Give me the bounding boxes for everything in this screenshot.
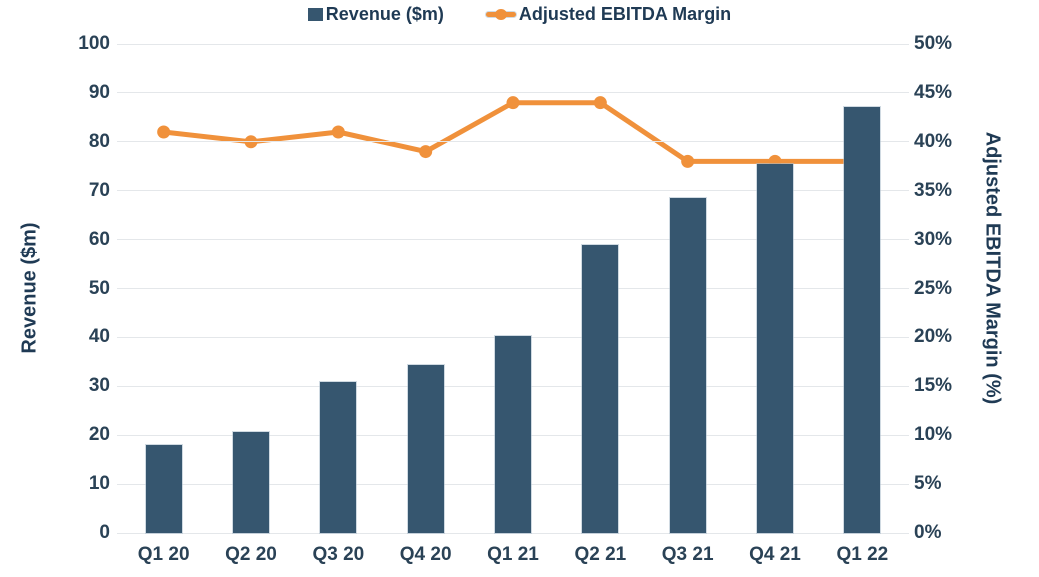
right-axis-tick: 50% <box>914 33 953 54</box>
x-axis-tick: Q4 20 <box>399 544 452 565</box>
x-axis-ticks: Q1 20 Q2 20 Q3 20 Q4 20 Q1 21 Q2 21 Q3 21 Q4 21… <box>120 544 906 570</box>
legend: Revenue ($m) Adjusted EBITDA Margin <box>0 4 1039 25</box>
x-axis-tick: Q1 20 <box>137 544 190 565</box>
revenue-bar <box>495 336 531 533</box>
x-axis-tick: Q1 22 <box>836 544 889 565</box>
grid-line <box>117 288 909 289</box>
legend-label-ebitda-margin: Adjusted EBITDA Margin <box>518 4 732 24</box>
right-axis-tick: 15% <box>914 375 953 397</box>
left-axis-tick: 50 <box>88 277 110 299</box>
revenue-bar <box>145 445 182 533</box>
x-axis-tick: Q4 21 <box>749 544 801 565</box>
plot-area <box>117 43 909 534</box>
right-axis-tick: 10% <box>914 424 953 446</box>
left-axis-tick: 0 <box>99 522 110 543</box>
right-axis-ticks: 0% 5% 10% 15% 20% 25% 30% 35% 40% 45% 50% <box>914 33 1034 543</box>
left-axis-tick: 30 <box>88 375 110 397</box>
left-axis-tick: 100 <box>78 33 110 54</box>
left-axis-tick: 90 <box>88 81 110 103</box>
revenue-bar <box>320 382 357 533</box>
ebitda-line-marker-icon <box>485 8 516 21</box>
grid-line <box>117 239 909 241</box>
x-axis-tick: Q3 21 <box>661 544 714 565</box>
revenue-bar <box>407 364 444 533</box>
x-axis-tick: Q3 20 <box>312 544 365 565</box>
right-axis-tick: 45% <box>914 81 953 103</box>
legend-label-revenue: Revenue ($m) <box>325 4 444 24</box>
left-axis-tick: 10 <box>88 473 110 495</box>
grid-line <box>117 92 909 94</box>
ebitda-margin-point <box>331 125 345 139</box>
legend-item-revenue: Revenue ($m) <box>307 4 444 25</box>
ebitda-margin-point <box>681 154 695 168</box>
grid-line <box>117 190 909 192</box>
right-axis-tick: 25% <box>914 277 953 299</box>
left-axis-tick: 80 <box>88 130 110 152</box>
x-axis-tick: Q2 21 <box>574 544 627 565</box>
revenue-bar <box>844 106 881 533</box>
left-axis-tick: 60 <box>88 228 110 250</box>
right-axis-tick: 30% <box>914 228 953 250</box>
revenue-bar <box>582 245 619 533</box>
grid-line <box>117 532 909 534</box>
right-axis-tick: 40% <box>914 130 953 152</box>
ebitda-margin-point <box>157 125 171 139</box>
ebitda-margin-point <box>593 96 607 110</box>
revenue-swatch-icon <box>307 8 323 21</box>
right-axis-tick: 20% <box>914 326 953 348</box>
grid-line <box>117 141 909 143</box>
grid-line <box>117 43 909 45</box>
ebitda-margin-point <box>419 145 433 159</box>
x-axis-tick: Q2 20 <box>225 544 277 565</box>
left-axis-tick: 40 <box>88 326 110 348</box>
revenue-bar <box>669 198 706 533</box>
x-axis-tick: Q1 21 <box>487 544 539 565</box>
right-axis-tick: 5% <box>914 473 942 495</box>
left-axis-tick: 20 <box>88 424 110 446</box>
ebitda-margin-point <box>506 96 520 110</box>
left-axis-ticks: 0 10 20 30 40 50 60 70 80 90 100 <box>0 33 110 543</box>
legend-item-ebitda-margin: Adjusted EBITDA Margin <box>485 4 732 25</box>
revenue-bar <box>757 163 793 533</box>
right-axis-tick: 0% <box>914 522 942 543</box>
revenue-bar <box>233 432 269 533</box>
right-axis-tick: 35% <box>914 179 953 201</box>
ebitda-margin-path <box>161 100 865 164</box>
left-axis-tick: 70 <box>88 179 110 201</box>
